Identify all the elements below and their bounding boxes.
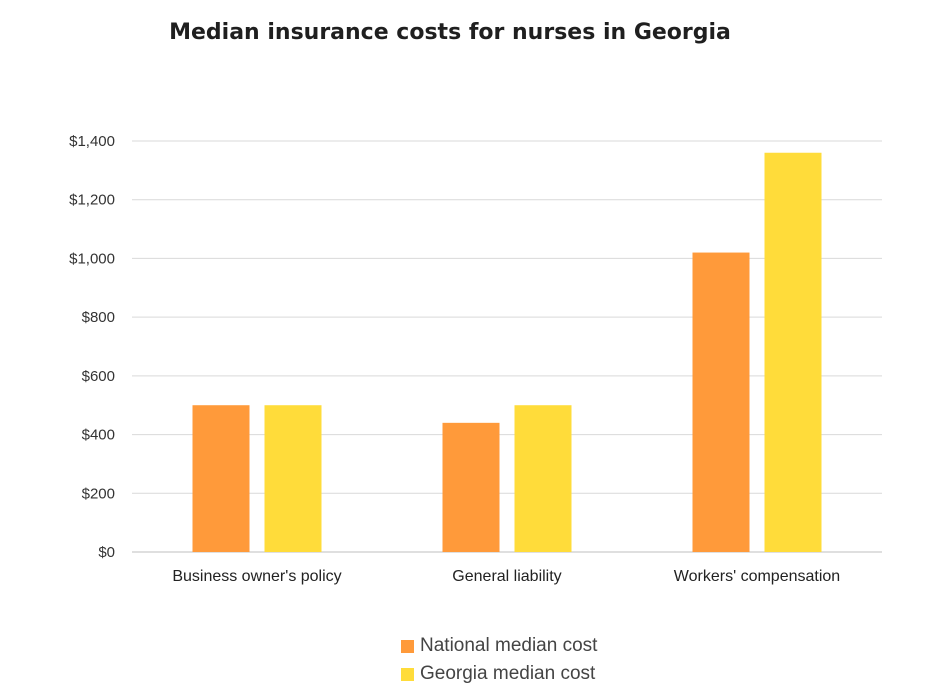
bar-chart: $0 $200 $400 $600 $800 $1,000 $1,200 $1,400 Busi… <box>69 133 882 585</box>
x-tick-label: General liability <box>452 568 561 585</box>
legend: National median cost Georgia median cost <box>401 632 597 688</box>
bar <box>264 405 322 552</box>
bar <box>692 252 750 553</box>
legend-label-georgia: Georgia median cost <box>420 663 596 684</box>
bar <box>192 405 250 552</box>
legend-item-national: National median cost <box>401 632 597 660</box>
legend-label-national: National median cost <box>420 635 598 656</box>
y-tick-label: $800 <box>82 309 115 326</box>
y-tick-label: $600 <box>82 368 115 385</box>
y-tick-label: $1,200 <box>69 192 115 209</box>
y-tick-label: $400 <box>82 427 115 444</box>
bar <box>442 422 500 552</box>
x-tick-label: Business owner's policy <box>172 568 341 585</box>
bar <box>514 405 572 552</box>
y-tick-label: $0 <box>98 544 115 561</box>
x-tick-label: Workers' compensation <box>674 568 840 585</box>
chart-title: Median insurance costs for nurses in Geo… <box>169 20 731 45</box>
y-tick-label: $200 <box>82 485 115 502</box>
y-tick-label: $1,000 <box>69 250 115 267</box>
y-tick-label: $1,400 <box>69 133 115 150</box>
legend-item-georgia: Georgia median cost <box>401 660 597 688</box>
bar <box>764 152 822 552</box>
legend-swatch-national <box>401 639 414 653</box>
legend-swatch-georgia <box>401 667 414 681</box>
